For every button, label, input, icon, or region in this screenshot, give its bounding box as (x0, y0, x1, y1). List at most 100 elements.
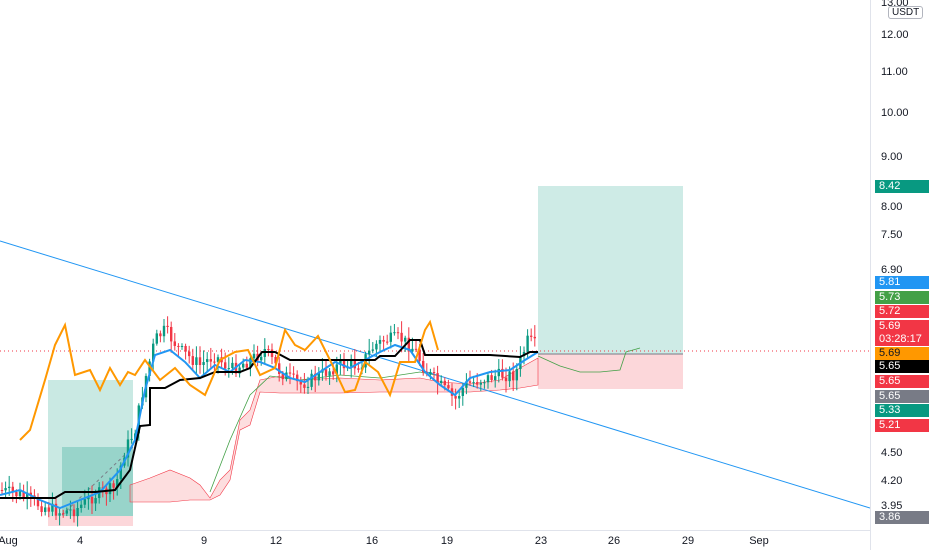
time-tick-label: Aug (0, 535, 18, 547)
candle-body (400, 332, 403, 342)
candle-body (54, 503, 58, 516)
candle-body (188, 351, 191, 357)
candle-body (479, 382, 482, 385)
orange-line-badge: 5.69 (875, 347, 929, 360)
candle-body (508, 371, 511, 382)
candle-body (486, 375, 490, 383)
price-chart[interactable] (0, 0, 871, 530)
descending-trendline (0, 240, 871, 509)
candle-body (314, 373, 317, 381)
candle-body (324, 369, 328, 376)
candle-body (216, 357, 220, 362)
price-tick-label: 13.00 (881, 0, 909, 9)
price-tick-label: 4.20 (881, 475, 903, 487)
time-tick-label: 12 (269, 535, 283, 547)
candle-body (432, 372, 436, 374)
candle-body (436, 373, 439, 384)
candle-body (72, 509, 76, 517)
lagging-span (19, 319, 439, 441)
candle-body (407, 337, 410, 352)
candle-body (494, 376, 497, 381)
stop-price-badge: 5.21 (875, 419, 929, 432)
price-scale[interactable]: USDT 13.00 12.00 11.00 10.00 9.00 8.00 7.50 6.9… (870, 0, 932, 550)
candle-body (0, 490, 4, 491)
cloud-projection-line (537, 347, 641, 373)
candle-body (40, 506, 43, 512)
candle-body (177, 345, 180, 347)
black-line-badge: 5.65 (875, 360, 929, 373)
candle-body (270, 349, 274, 357)
candle-body (382, 339, 385, 342)
candle-body (288, 372, 292, 374)
candle-body (512, 371, 515, 381)
candle-body (8, 486, 11, 489)
candle-body (461, 387, 464, 396)
time-tick-label: Sep (749, 535, 769, 547)
candle-body (83, 499, 86, 505)
kijun-line (0, 339, 538, 499)
time-tick-label: 4 (76, 535, 84, 547)
candle-body (62, 513, 65, 515)
time-tick-label: 23 (534, 535, 548, 547)
candle-body (465, 381, 468, 388)
candle-body (238, 367, 241, 374)
candle-body (472, 382, 475, 384)
candle-body (414, 348, 418, 350)
candle-body (4, 488, 7, 491)
candle-body (58, 513, 61, 516)
candle-body (454, 395, 457, 399)
low-price-badge: 3.86 (875, 511, 929, 524)
chart-area[interactable] (0, 0, 871, 530)
candle-body (490, 375, 493, 381)
candle-body (418, 349, 421, 361)
time-scale[interactable]: Aug 4 9 12 16 19 23 26 29 Sep (0, 530, 870, 551)
candle-body (184, 345, 187, 352)
candle-body (224, 362, 227, 369)
target-price-badge: 8.42 (875, 180, 929, 193)
candle-body (458, 395, 461, 399)
candle-body (292, 373, 295, 375)
candle-body (504, 377, 508, 382)
candle-body (170, 326, 173, 342)
blue-line-badge: 5.81 (875, 276, 929, 289)
candle-body (116, 479, 119, 488)
candle-body (501, 368, 504, 378)
candle-body (173, 341, 176, 346)
candle-body (278, 363, 281, 375)
time-tick-label: 29 (681, 535, 695, 547)
candle-body (159, 333, 162, 337)
candle-body (126, 439, 130, 458)
candle-body (350, 360, 353, 367)
candle-body (328, 371, 331, 376)
candle-body (515, 369, 518, 381)
candle-body (368, 350, 371, 355)
candle-body (148, 361, 151, 376)
price-tick-label: 9.00 (881, 151, 903, 163)
candle-body (245, 363, 248, 368)
candle-body (281, 374, 284, 380)
candle-body (429, 372, 432, 375)
candle-body (303, 384, 306, 388)
price-tick-label: 10.00 (881, 107, 909, 119)
candle-body (530, 335, 533, 337)
candle-body (375, 343, 378, 350)
countdown-badge: 03:28:17 (875, 333, 929, 346)
candle-body (411, 348, 414, 352)
candle-body (227, 368, 230, 370)
candle-body (335, 364, 338, 375)
candle-body (76, 507, 79, 517)
time-tick-label: 16 (365, 535, 379, 547)
time-tick-label: 26 (607, 535, 621, 547)
currency-label[interactable]: USDT (888, 6, 924, 19)
candle-body (213, 361, 216, 363)
candle-body (11, 486, 14, 493)
candle-body (260, 356, 263, 361)
candle-body (378, 339, 382, 344)
candle-body (306, 386, 310, 388)
candle-body (94, 498, 97, 504)
candle-body (443, 380, 446, 386)
price-tick-label: 8.00 (881, 201, 903, 213)
candle-body (447, 385, 450, 389)
price-tick-label: 4.50 (881, 447, 903, 459)
gray-line-badge: 5.65 (875, 390, 929, 403)
